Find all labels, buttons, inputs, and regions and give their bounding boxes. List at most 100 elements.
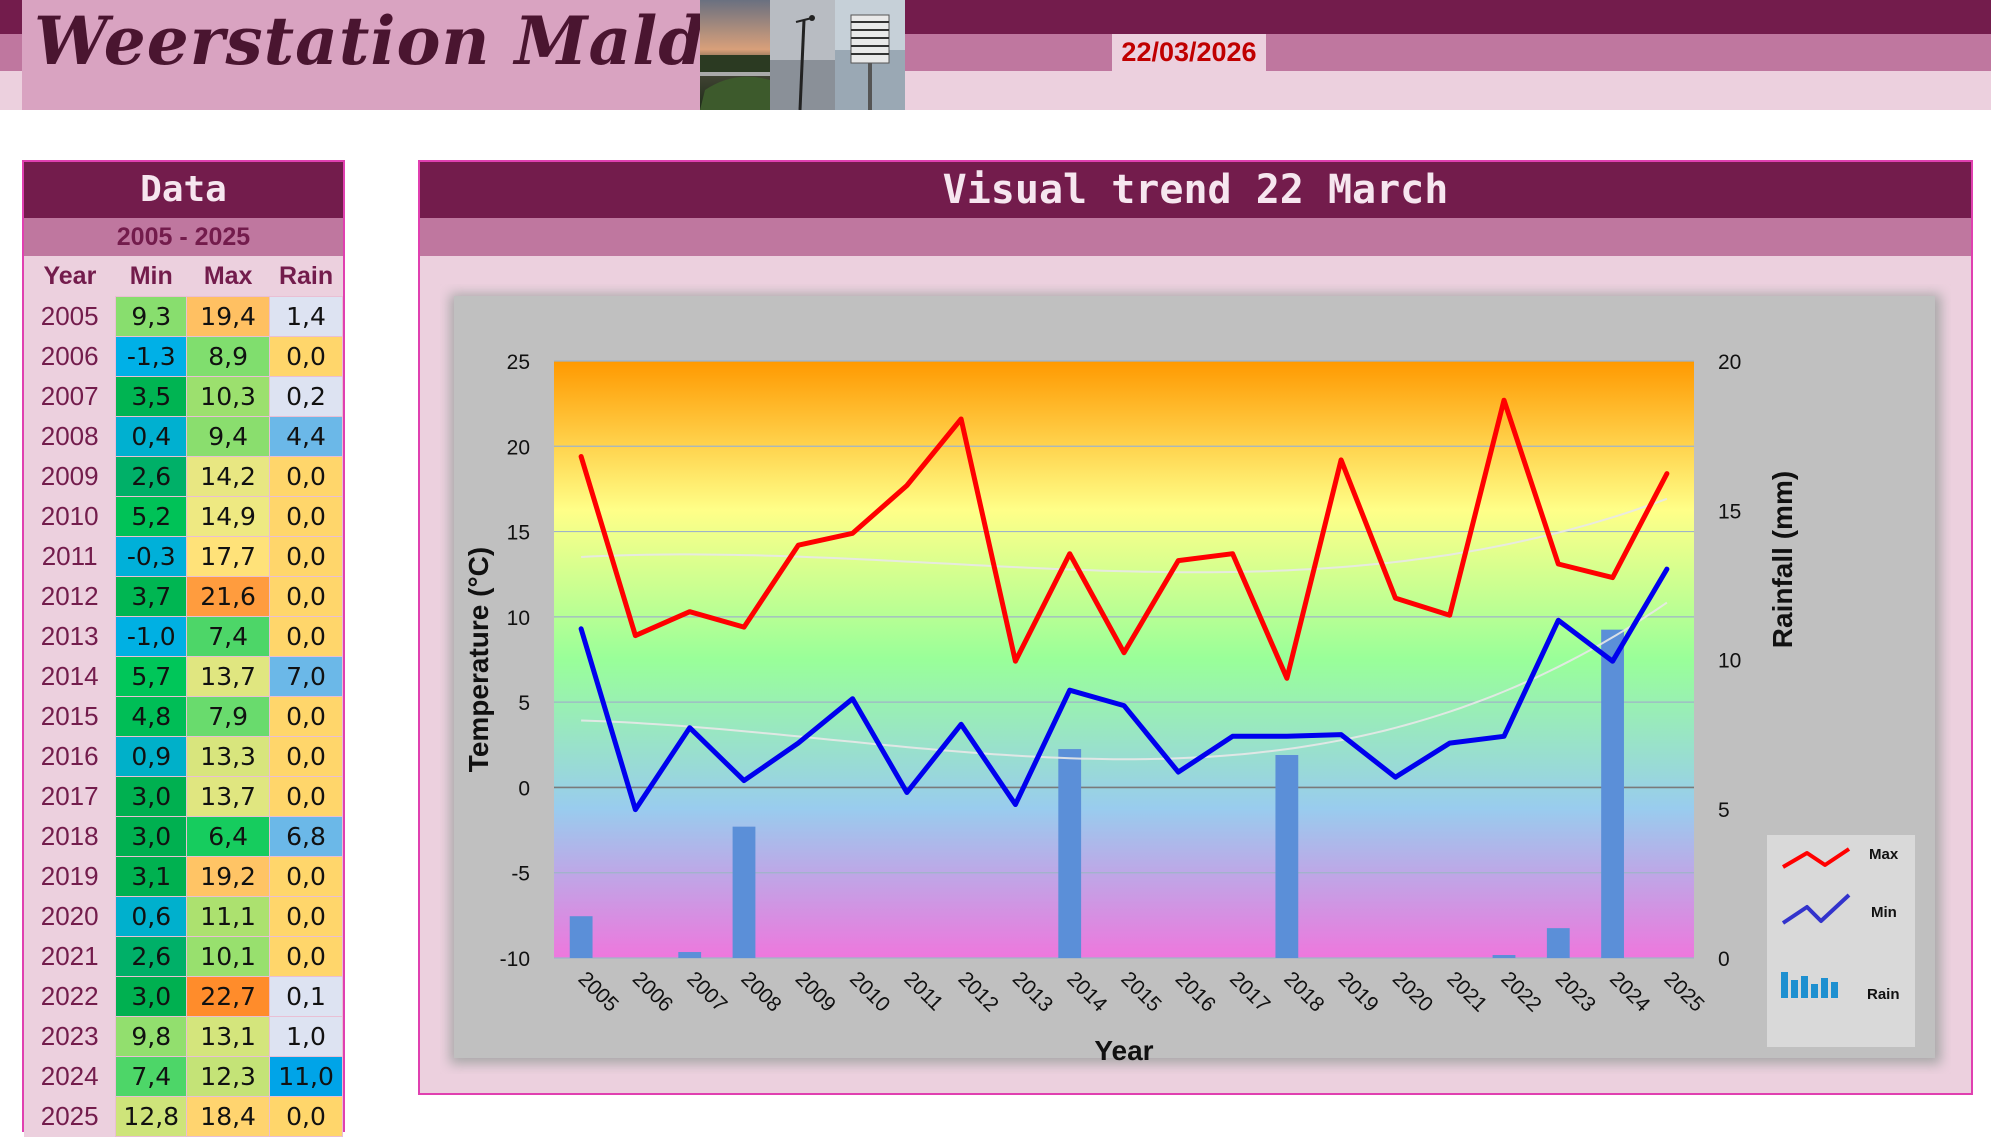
min-cell: 3,0: [115, 816, 188, 857]
min-cell: 3,1: [115, 856, 188, 897]
max-cell: 13,7: [186, 776, 271, 817]
y-tick-label: 0: [518, 777, 530, 800]
max-cell: 21,6: [186, 576, 271, 617]
data-table: Year Min Max Rain 2005 9,3 19,4 1,4 2006 -1,3…: [24, 256, 343, 1137]
table-row: 2005 9,3 19,4 1,4: [24, 296, 343, 337]
rain-cell: 4,4: [269, 416, 343, 457]
y2-tick-label: 20: [1718, 351, 1741, 374]
min-cell: 3,7: [115, 576, 188, 617]
year-cell: 2008: [24, 416, 116, 457]
table-row: 2009 2,6 14,2 0,0: [24, 456, 343, 497]
rain-bar: [1058, 749, 1082, 958]
legend: [1767, 835, 1915, 1047]
min-cell: 5,2: [115, 496, 188, 537]
min-cell: 0,9: [115, 736, 188, 777]
max-cell: 8,9: [186, 336, 271, 377]
photo-wind-mast: [770, 0, 835, 110]
min-cell: -1,3: [115, 336, 188, 377]
table-row: 2008 0,4 9,4 4,4: [24, 416, 343, 457]
table-row: 2010 5,2 14,9 0,0: [24, 496, 343, 537]
min-cell: 9,8: [115, 1016, 188, 1057]
rain-cell: 7,0: [269, 656, 343, 697]
y2-axis-title: Rainfall (mm): [1767, 471, 1798, 648]
legend-rain-swatch: [1801, 976, 1808, 998]
y2-tick-label: 5: [1718, 799, 1730, 822]
y2-tick-label: 0: [1718, 948, 1730, 971]
current-date: 22/03/2026: [1112, 34, 1266, 71]
rain-cell: 0,0: [269, 736, 343, 777]
y2-tick-label: 10: [1718, 650, 1741, 673]
column-header-rain: Rain: [278, 261, 334, 290]
data-range: 2005 - 2025: [24, 218, 343, 256]
table-row: 2023 9,8 13,1 1,0: [24, 1016, 343, 1057]
legend-rain-swatch: [1781, 972, 1788, 998]
year-cell: 2005: [24, 296, 116, 337]
rain-cell: 0,0: [269, 456, 343, 497]
year-cell: 2023: [24, 1016, 116, 1057]
table-row: 2017 3,0 13,7 0,0: [24, 776, 343, 817]
column-header-min: Min: [129, 261, 173, 290]
legend-rain-swatch: [1791, 980, 1798, 998]
legend-rain-label: Rain: [1867, 986, 1900, 1003]
y-tick-label: 25: [507, 351, 530, 374]
min-cell: 7,4: [115, 1056, 188, 1097]
min-cell: 12,8: [115, 1096, 188, 1137]
rain-bar: [1601, 629, 1624, 958]
chart-panel: Visual trend 22 March 25 20 15 10 5 0 -5 -10 20 1…: [418, 160, 1973, 1095]
trendline: [581, 497, 1668, 574]
data-panel-title: Data: [24, 162, 343, 218]
min-cell: -0,3: [115, 536, 188, 577]
rain-bar: [1546, 928, 1570, 958]
column-header-year: Year: [43, 261, 97, 290]
rain-cell: 0,0: [269, 696, 343, 737]
max-cell: 13,1: [186, 1016, 271, 1057]
max-cell: 10,3: [186, 376, 271, 417]
max-cell: 13,7: [186, 656, 271, 697]
min-cell: 9,3: [115, 296, 188, 337]
year-cell: 2025: [24, 1096, 116, 1137]
min-cell: 2,6: [115, 936, 188, 977]
min-cell: 2,6: [115, 456, 188, 497]
min-cell: 0,6: [115, 896, 188, 937]
y-tick-label: -5: [511, 863, 530, 886]
rain-cell: 0,1: [269, 976, 343, 1017]
year-cell: 2017: [24, 776, 116, 817]
rain-bar: [569, 916, 593, 958]
site-title-box: Weerstation Malderen: [22, 0, 875, 110]
legend-min-swatch: [1781, 893, 1851, 925]
max-cell: 18,4: [186, 1096, 271, 1137]
y2-tick-label: 15: [1718, 500, 1741, 523]
max-cell: 6,4: [186, 816, 271, 857]
y-tick-label: 5: [518, 692, 530, 715]
year-cell: 2010: [24, 496, 116, 537]
y-tick-label: 20: [507, 436, 530, 459]
table-row: 2006 -1,3 8,9 0,0: [24, 336, 343, 377]
year-cell: 2009: [24, 456, 116, 497]
max-cell: 22,7: [186, 976, 271, 1017]
table-row: 2022 3,0 22,7 0,1: [24, 976, 343, 1017]
y-tick-label: 15: [507, 522, 530, 545]
data-table-header: Year Min Max Rain: [24, 256, 343, 297]
column-header-max: Max: [203, 261, 253, 290]
chart-container: 25 20 15 10 5 0 -5 -10 20 15 10 5 0 2005 2006 2007 2008 2…: [440, 284, 1951, 1079]
table-row: 2020 0,6 11,1 0,0: [24, 896, 343, 937]
max-cell: 7,4: [186, 616, 271, 657]
photo-landscape: [700, 0, 770, 110]
rain-cell: 0,0: [269, 616, 343, 657]
rain-cell: 0,0: [269, 576, 343, 617]
table-row: 2014 5,7 13,7 7,0: [24, 656, 343, 697]
table-row: 2025 12,8 18,4 0,0: [24, 1096, 343, 1137]
min-cell: 3,0: [115, 976, 188, 1017]
series-line-min: [578, 566, 1670, 813]
year-cell: 2022: [24, 976, 116, 1017]
rain-cell: 0,0: [269, 856, 343, 897]
year-cell: 2016: [24, 736, 116, 777]
legend-max-swatch: [1781, 847, 1851, 869]
table-row: 2012 3,7 21,6 0,0: [24, 576, 343, 617]
max-cell: 19,2: [186, 856, 271, 897]
table-row: 2013 -1,0 7,4 0,0: [24, 616, 343, 657]
min-cell: -1,0: [115, 616, 188, 657]
min-cell: 3,5: [115, 376, 188, 417]
table-row: 2016 0,9 13,3 0,0: [24, 736, 343, 777]
